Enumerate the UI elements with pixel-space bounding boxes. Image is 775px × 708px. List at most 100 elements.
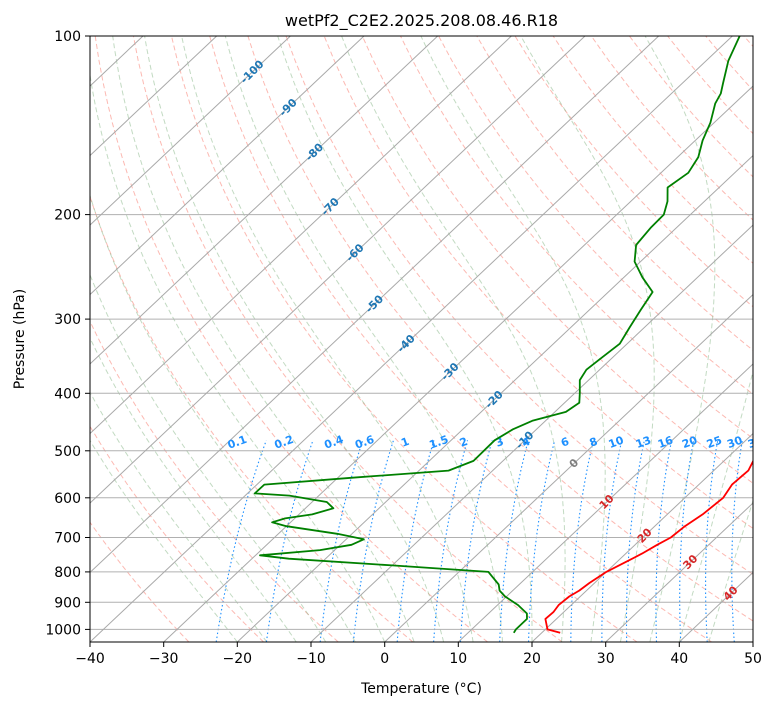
dry-adiabats xyxy=(90,36,753,642)
moist-adiabat-line xyxy=(644,36,716,642)
isotherm-line xyxy=(310,224,753,642)
pressure-gridlines xyxy=(90,36,753,630)
dry-adiabat-line xyxy=(132,36,563,642)
mixing-ratio-label: 16 xyxy=(656,433,675,451)
isotherm-line xyxy=(384,293,753,642)
isotherm-line xyxy=(678,571,753,642)
x-tick-label: −30 xyxy=(149,651,179,667)
moist-adiabat-line xyxy=(90,439,238,642)
moist-adiabat-line xyxy=(420,36,606,642)
mixing-ratio-line xyxy=(459,440,493,642)
dry-adiabat-line xyxy=(323,36,753,530)
isotherm-line xyxy=(90,36,733,642)
mixing-ratio-line xyxy=(655,440,673,642)
y-tick-label: 300 xyxy=(54,312,81,328)
mixing-ratio-label: 4 xyxy=(520,435,532,450)
dry-adiabat-line xyxy=(438,36,753,395)
y-axis-title: Pressure (hPa) xyxy=(12,289,28,389)
y-tick-label: 200 xyxy=(54,208,81,224)
moist-adiabat-line xyxy=(90,71,386,642)
mixing-ratio-line xyxy=(396,440,435,642)
moist-adiabat-line xyxy=(277,36,533,642)
mixing-ratio-line xyxy=(528,440,556,642)
isotherm-line xyxy=(90,36,512,435)
mixing-ratio-lines xyxy=(215,440,753,642)
mixing-ratio-line xyxy=(499,440,529,642)
dry-adiabat-line xyxy=(171,36,638,642)
dry-adiabat-line xyxy=(476,36,753,351)
x-tick-label: 30 xyxy=(597,651,615,667)
mixing-ratio-label: 0.2 xyxy=(273,433,296,452)
y-tick-label: 600 xyxy=(54,491,81,507)
mixing-ratio-label: 1.5 xyxy=(427,433,450,452)
dry-adiabat-line xyxy=(247,36,753,622)
dewpoint-profile-line xyxy=(253,36,741,634)
y-axis: 100 200 300 400 500 600 700 800 900 1000 xyxy=(45,29,90,638)
x-tick-label: 0 xyxy=(380,651,389,667)
moist-adiabat-line xyxy=(708,499,753,642)
isotherm-line xyxy=(531,432,753,642)
dry-adiabat-line xyxy=(552,36,753,264)
x-tick-label: 40 xyxy=(670,651,688,667)
moist-adiabat-line xyxy=(520,36,655,642)
y-tick-label: 100 xyxy=(54,29,81,45)
y-tick-label: 400 xyxy=(54,386,81,402)
isotherm-line xyxy=(90,36,660,574)
x-tick-label: 20 xyxy=(523,651,541,667)
x-tick-label: −20 xyxy=(223,651,253,667)
isotherms xyxy=(90,36,753,642)
mixing-ratio-line xyxy=(319,440,364,642)
moist-adiabat-line xyxy=(341,36,566,642)
mixing-ratio-label: 8 xyxy=(588,435,600,450)
isotherm-line xyxy=(752,641,753,642)
moist-adiabat-line xyxy=(90,391,268,642)
isotherm-line xyxy=(236,154,753,642)
isotherm-line xyxy=(457,363,753,642)
mixing-ratio-label: 3 xyxy=(494,435,506,450)
y-tick-label: 1000 xyxy=(45,622,81,638)
moist-adiabat-line xyxy=(678,369,753,642)
moist-adiabat-line xyxy=(181,36,474,642)
mixing-ratio-label: 36 xyxy=(746,433,765,451)
isotherm-line xyxy=(90,36,586,504)
dry-adiabat-line xyxy=(90,521,190,642)
mixing-ratio-label: 20 xyxy=(680,433,699,451)
mixing-ratio-label: 6 xyxy=(559,435,571,450)
chart-title: wetPf2_C2E2.2025.208.08.46.R18 xyxy=(285,11,558,31)
x-tick-label: 50 xyxy=(744,651,762,667)
mixing-ratio-labels: 0.1 0.2 0.4 0.6 1 1.5 2 3 4 6 8 10 13 16 20 25 30 36 xyxy=(226,433,765,452)
x-tick-label: −40 xyxy=(75,651,105,667)
isotherm-line xyxy=(605,502,753,642)
mixing-ratio-line xyxy=(352,440,395,642)
y-tick-label: 800 xyxy=(54,565,81,581)
moist-adiabat-line xyxy=(90,336,297,642)
mixing-ratio-line xyxy=(265,440,314,642)
isotherm-line xyxy=(90,36,439,365)
isotherm-line xyxy=(90,36,365,296)
dry-adiabat-line xyxy=(514,36,753,308)
moist-adiabat-line xyxy=(224,36,503,642)
dry-adiabat-line xyxy=(90,425,264,642)
moist-adiabat-line xyxy=(144,36,445,642)
mixing-ratio-label: 0.6 xyxy=(353,433,376,452)
plot-area: -100-90-80-70-60-50-40-30-20-10010203040… xyxy=(90,36,765,642)
dry-adiabat-line xyxy=(285,36,753,575)
x-axis-title: Temperature (°C) xyxy=(360,681,482,697)
dry-adiabat-line xyxy=(361,36,753,484)
mixing-ratio-line xyxy=(625,440,645,642)
dry-adiabat-line xyxy=(667,36,753,135)
x-tick-label: −10 xyxy=(296,651,326,667)
mixing-ratio-line xyxy=(679,440,695,642)
sounding-series xyxy=(253,36,753,634)
dry-adiabat-line xyxy=(705,36,753,91)
mixing-ratio-line xyxy=(705,440,719,642)
mixing-ratio-line xyxy=(752,550,753,574)
moist-adiabat-line xyxy=(90,193,356,642)
mixing-ratio-label: 2 xyxy=(458,435,470,450)
isotherm-line xyxy=(163,85,753,642)
mixing-ratio-label: 0.4 xyxy=(323,433,346,452)
dry-adiabat-line xyxy=(94,36,488,642)
temperature-profile-line xyxy=(544,459,753,634)
